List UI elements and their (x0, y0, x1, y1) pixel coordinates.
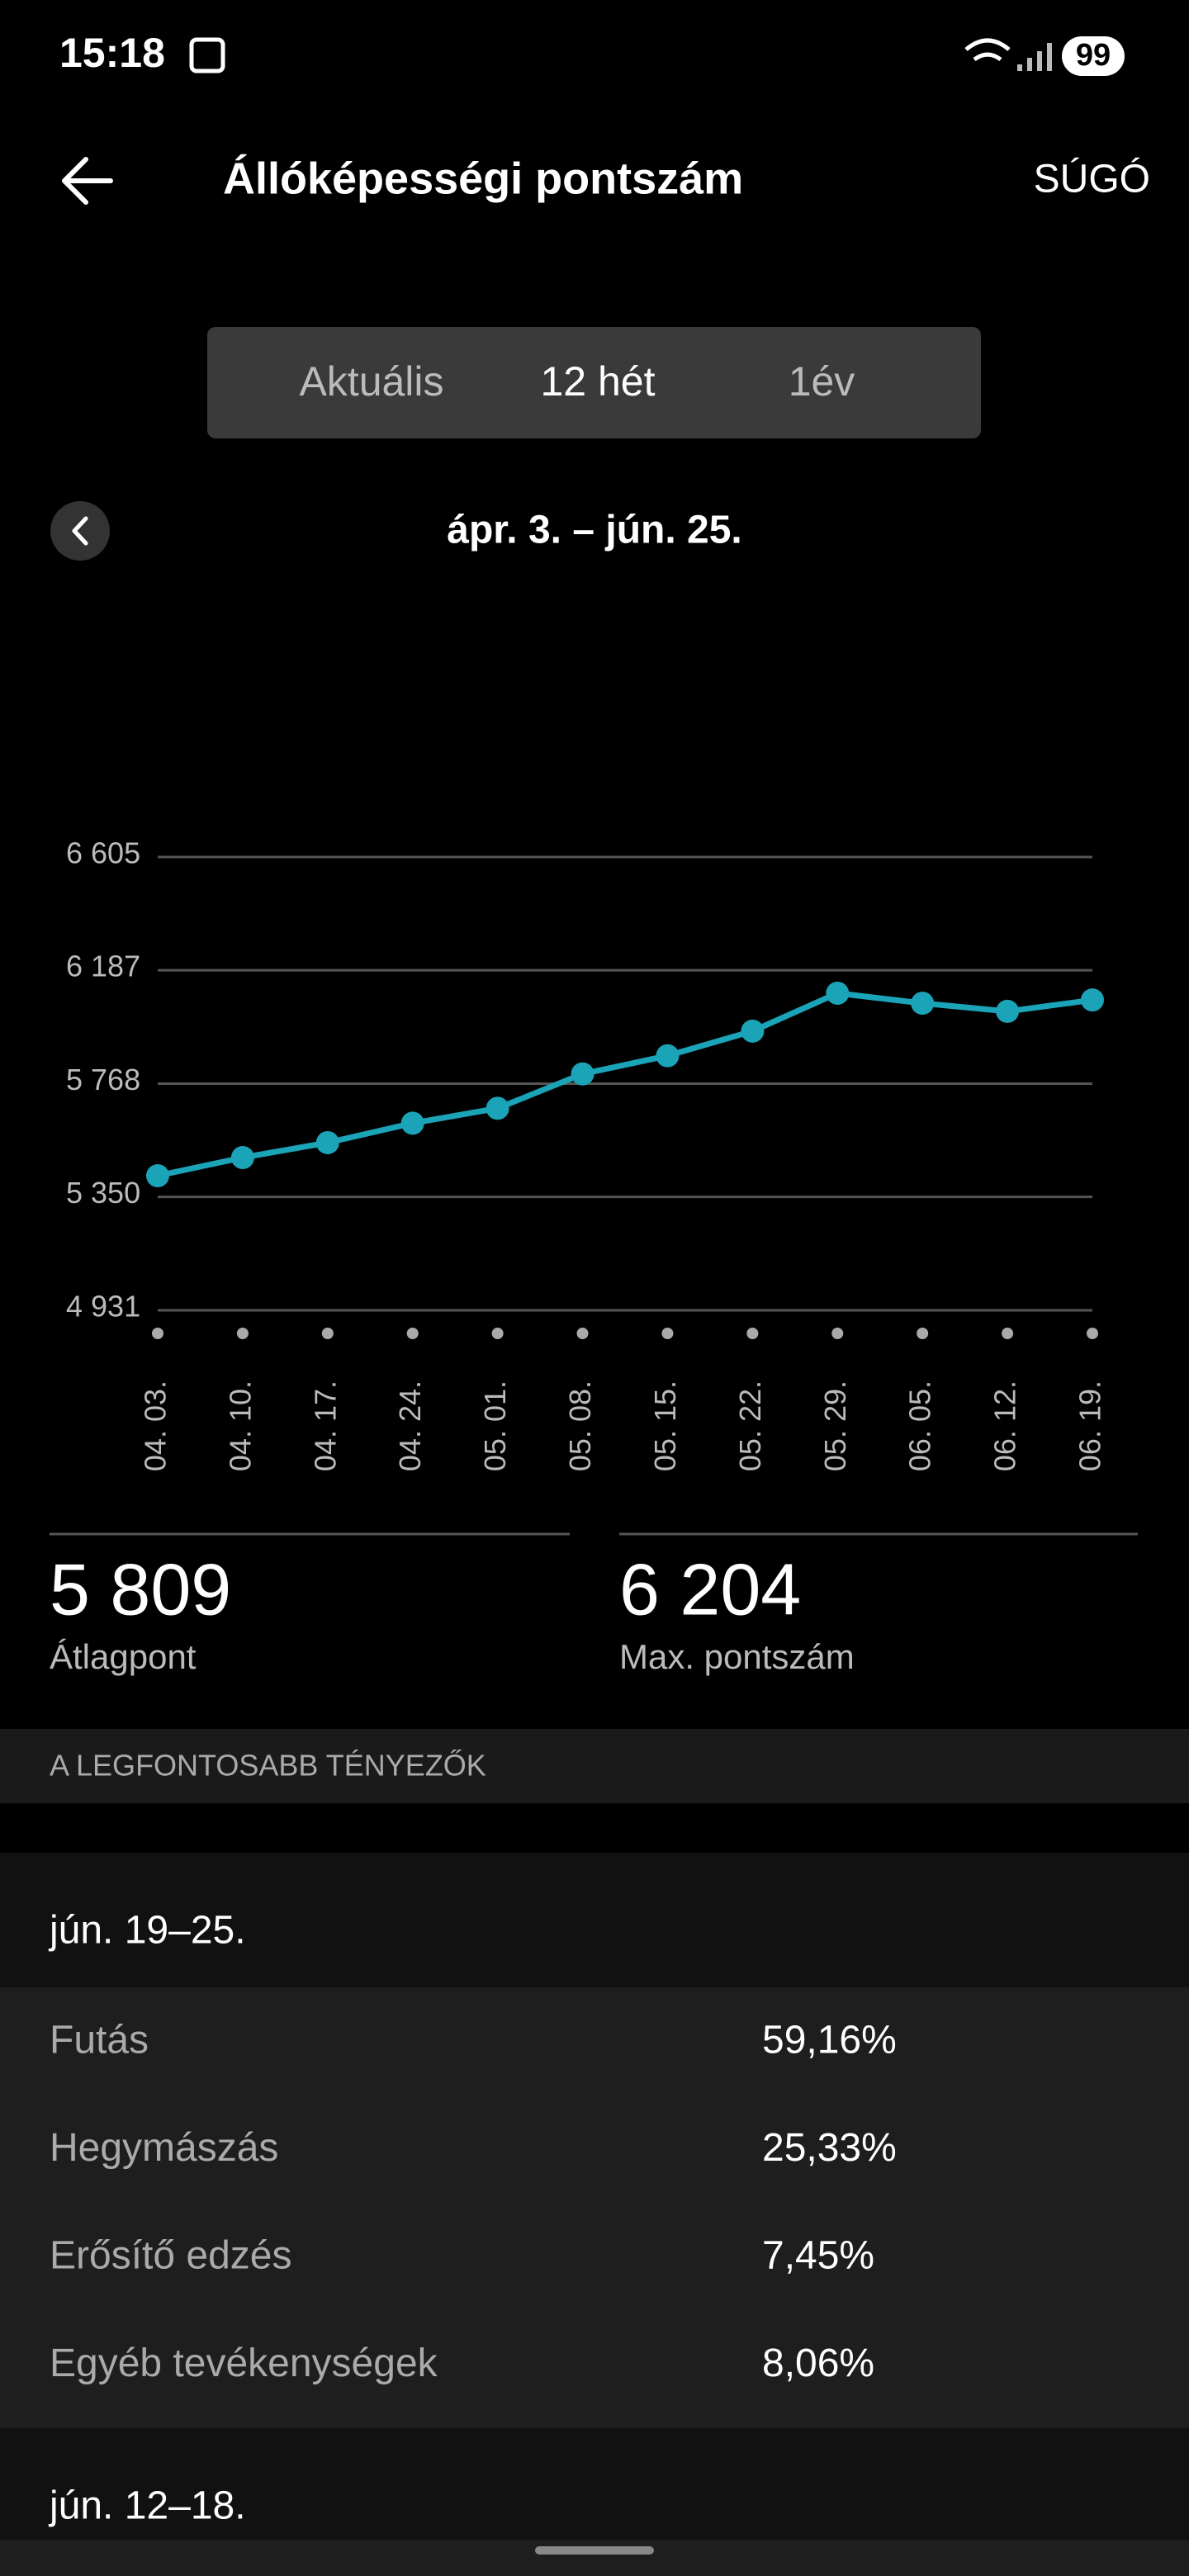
x-tick-dot (491, 1328, 504, 1339)
x-tick-dot (321, 1328, 334, 1339)
x-tick-label: 04. 03. (139, 1380, 173, 1471)
x-tick-dot (1002, 1328, 1014, 1339)
factor-name: Futás (50, 2571, 149, 2576)
stat-label: Átlagpont (50, 1637, 197, 1676)
battery-level: 99 (1076, 38, 1111, 73)
data-point (911, 992, 935, 1016)
data-point (315, 1130, 339, 1154)
x-tick-label: 04. 17. (308, 1380, 342, 1471)
section-title: A LEGFONTOSABB TÉNYEZŐK (50, 1749, 486, 1783)
factor-value: 8,06% (762, 2342, 874, 2385)
x-tick-label: 05. 15. (648, 1380, 682, 1471)
x-tick-label: 04. 24. (393, 1380, 427, 1471)
tab[interactable]: 12 hét (540, 358, 655, 405)
previous-period-button[interactable] (50, 501, 110, 561)
factor-value: 59,16% (762, 2019, 897, 2062)
x-tick-label: 05. 08. (563, 1380, 597, 1471)
factor-name: Futás (50, 2019, 149, 2062)
x-tick-dot (1087, 1328, 1098, 1339)
week-header (0, 1853, 1189, 1987)
factor-list (0, 1987, 1189, 2428)
screenshot-icon (189, 37, 225, 73)
data-point (486, 1096, 509, 1120)
help-button[interactable]: SÚGÓ (1034, 157, 1150, 201)
x-tick-label: 06. 19. (1073, 1380, 1107, 1471)
x-tick-label: 06. 12. (988, 1380, 1022, 1471)
factor-value: 7,45% (762, 2234, 874, 2278)
x-tick-dot (831, 1328, 844, 1339)
data-point (741, 1019, 765, 1043)
data-point (1081, 988, 1104, 1012)
date-range: ápr. 3. – jún. 25. (447, 509, 742, 552)
x-tick-dot (406, 1328, 419, 1339)
tab[interactable]: 1év (789, 358, 855, 405)
data-point (400, 1111, 424, 1135)
week-title: jún. 19–25. (48, 1909, 246, 1953)
x-tick-dot (661, 1328, 674, 1339)
factor-name: Egyéb tevékenységek (50, 2342, 438, 2385)
data-point (146, 1164, 169, 1188)
x-tick-label: 05. 29. (818, 1380, 852, 1471)
data-point (996, 999, 1020, 1023)
y-tick-label: 5 350 (66, 1176, 140, 1210)
factor-value: 25,33% (762, 2126, 897, 2170)
home-indicator (535, 2546, 654, 2555)
y-tick-label: 6 187 (66, 949, 140, 983)
stat-value: 6 204 (619, 1548, 801, 1630)
data-point (571, 1062, 594, 1086)
x-tick-label: 06. 05. (903, 1380, 937, 1471)
tab-bar (207, 327, 981, 438)
x-tick-dot (152, 1328, 163, 1339)
data-point (230, 1146, 254, 1170)
x-tick-label: 05. 01. (478, 1380, 512, 1471)
x-tick-dot (746, 1328, 759, 1339)
data-line (157, 990, 1093, 1179)
x-tick-label: 05. 22. (733, 1380, 767, 1471)
factor-list (0, 2540, 1189, 2576)
signal-icon (1017, 43, 1052, 71)
back-button[interactable] (62, 157, 113, 205)
y-tick-label: 6 605 (66, 836, 140, 870)
x-tick-dot (236, 1328, 249, 1339)
stat-label: Max. pontszám (619, 1637, 855, 1676)
week-title: jún. 12–18. (48, 2484, 246, 2528)
factor-name: Erősítő edzés (50, 2234, 291, 2278)
section-header (0, 1729, 1189, 1803)
battery-icon (1062, 36, 1125, 76)
stat-value: 5 809 (50, 1548, 231, 1630)
y-tick-label: 5 768 (66, 1063, 140, 1096)
data-point (826, 981, 850, 1005)
wifi-icon (964, 38, 1011, 62)
tab[interactable]: Aktuális (299, 358, 443, 405)
data-point (656, 1044, 680, 1068)
page-title: Állóképességi pontszám (223, 154, 743, 203)
factor-name: Hegymászás (50, 2126, 278, 2170)
y-tick-label: 4 931 (66, 1290, 140, 1324)
status-time: 15:18 (59, 30, 165, 76)
x-tick-label: 04. 10. (223, 1380, 257, 1471)
x-tick-dot (917, 1328, 929, 1339)
x-tick-dot (576, 1328, 589, 1339)
chevron-left (72, 516, 88, 546)
factor-value: 57,56% (762, 2571, 897, 2576)
